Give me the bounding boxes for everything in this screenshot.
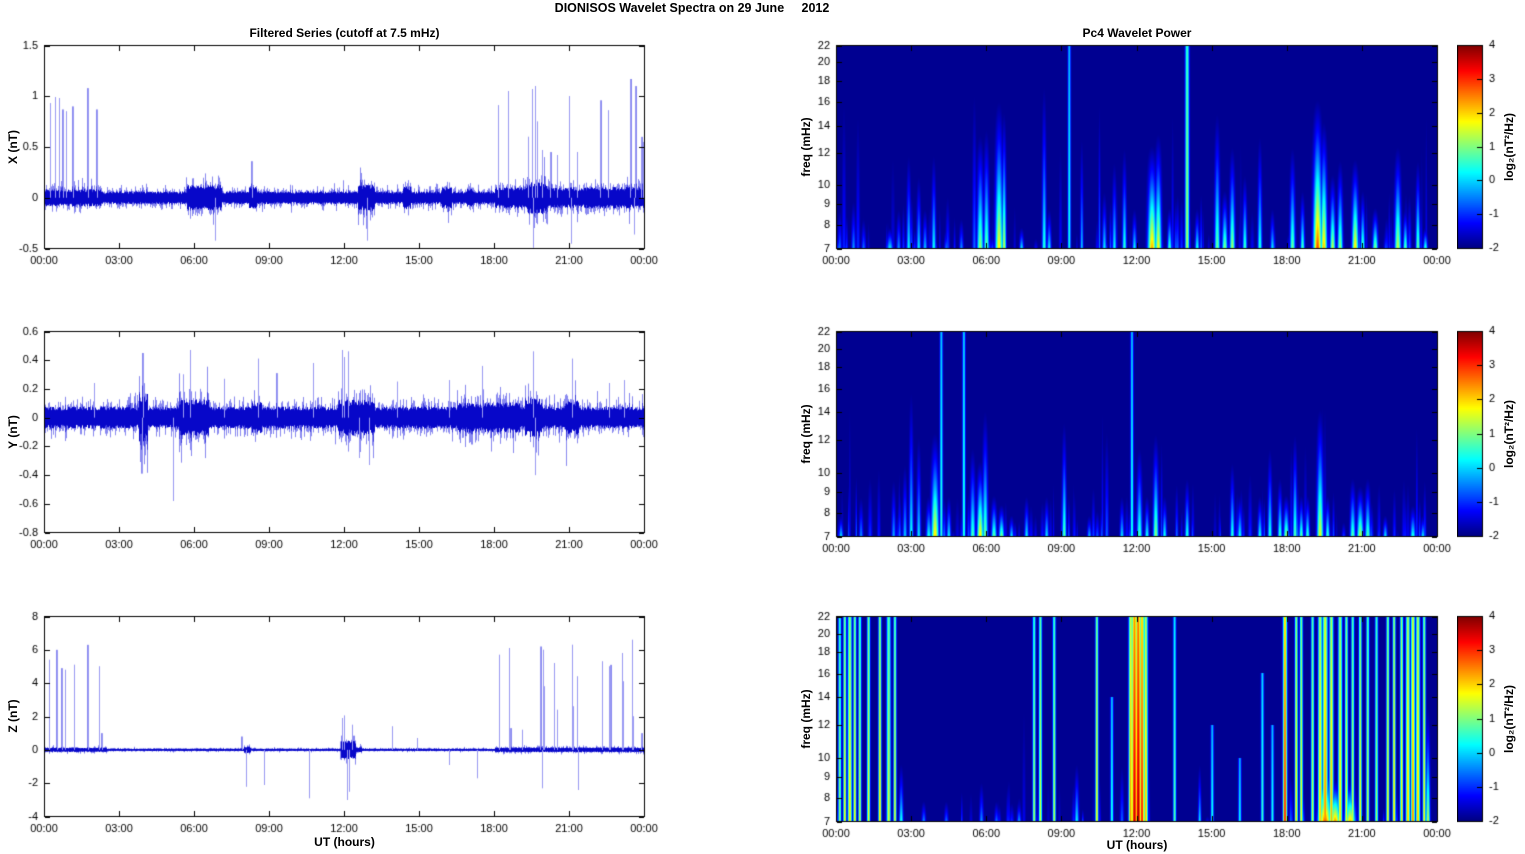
- colorbar-label-bottom: log₂(nT²/Hz): [1502, 685, 1516, 753]
- y-filtered-series-plot: [0, 317, 661, 561]
- z-axis-ylabel: Z (nT): [6, 699, 20, 733]
- y-wavelet-spectrogram: [792, 317, 1454, 565]
- x-axis-ylabel: X (nT): [6, 130, 20, 164]
- freq-ylabel-top: freq (mHz): [799, 117, 813, 177]
- z-power-colorbar: [1457, 608, 1517, 830]
- x-wavelet-spectrogram: [792, 31, 1454, 277]
- y-axis-ylabel: Y (nT): [6, 415, 20, 449]
- x-filtered-series-plot: [0, 31, 661, 277]
- colorbar-label-top: log₂(nT²/Hz): [1502, 113, 1516, 181]
- z-wavelet-spectrogram: [792, 602, 1454, 850]
- ut-hours-label-right: UT (hours): [1106, 838, 1168, 852]
- ut-hours-label-left: UT (hours): [314, 835, 375, 849]
- colorbar-label-middle: log₂(nT²/Hz): [1502, 400, 1516, 468]
- y-power-colorbar: [1457, 323, 1517, 545]
- figure-title: DIONISOS Wavelet Spectra on 29 June 2012: [554, 1, 830, 15]
- z-filtered-series-plot: [0, 602, 661, 845]
- freq-ylabel-middle: freq (mHz): [799, 404, 813, 464]
- x-power-colorbar: [1457, 37, 1517, 257]
- freq-ylabel-bottom: freq (mHz): [799, 689, 813, 749]
